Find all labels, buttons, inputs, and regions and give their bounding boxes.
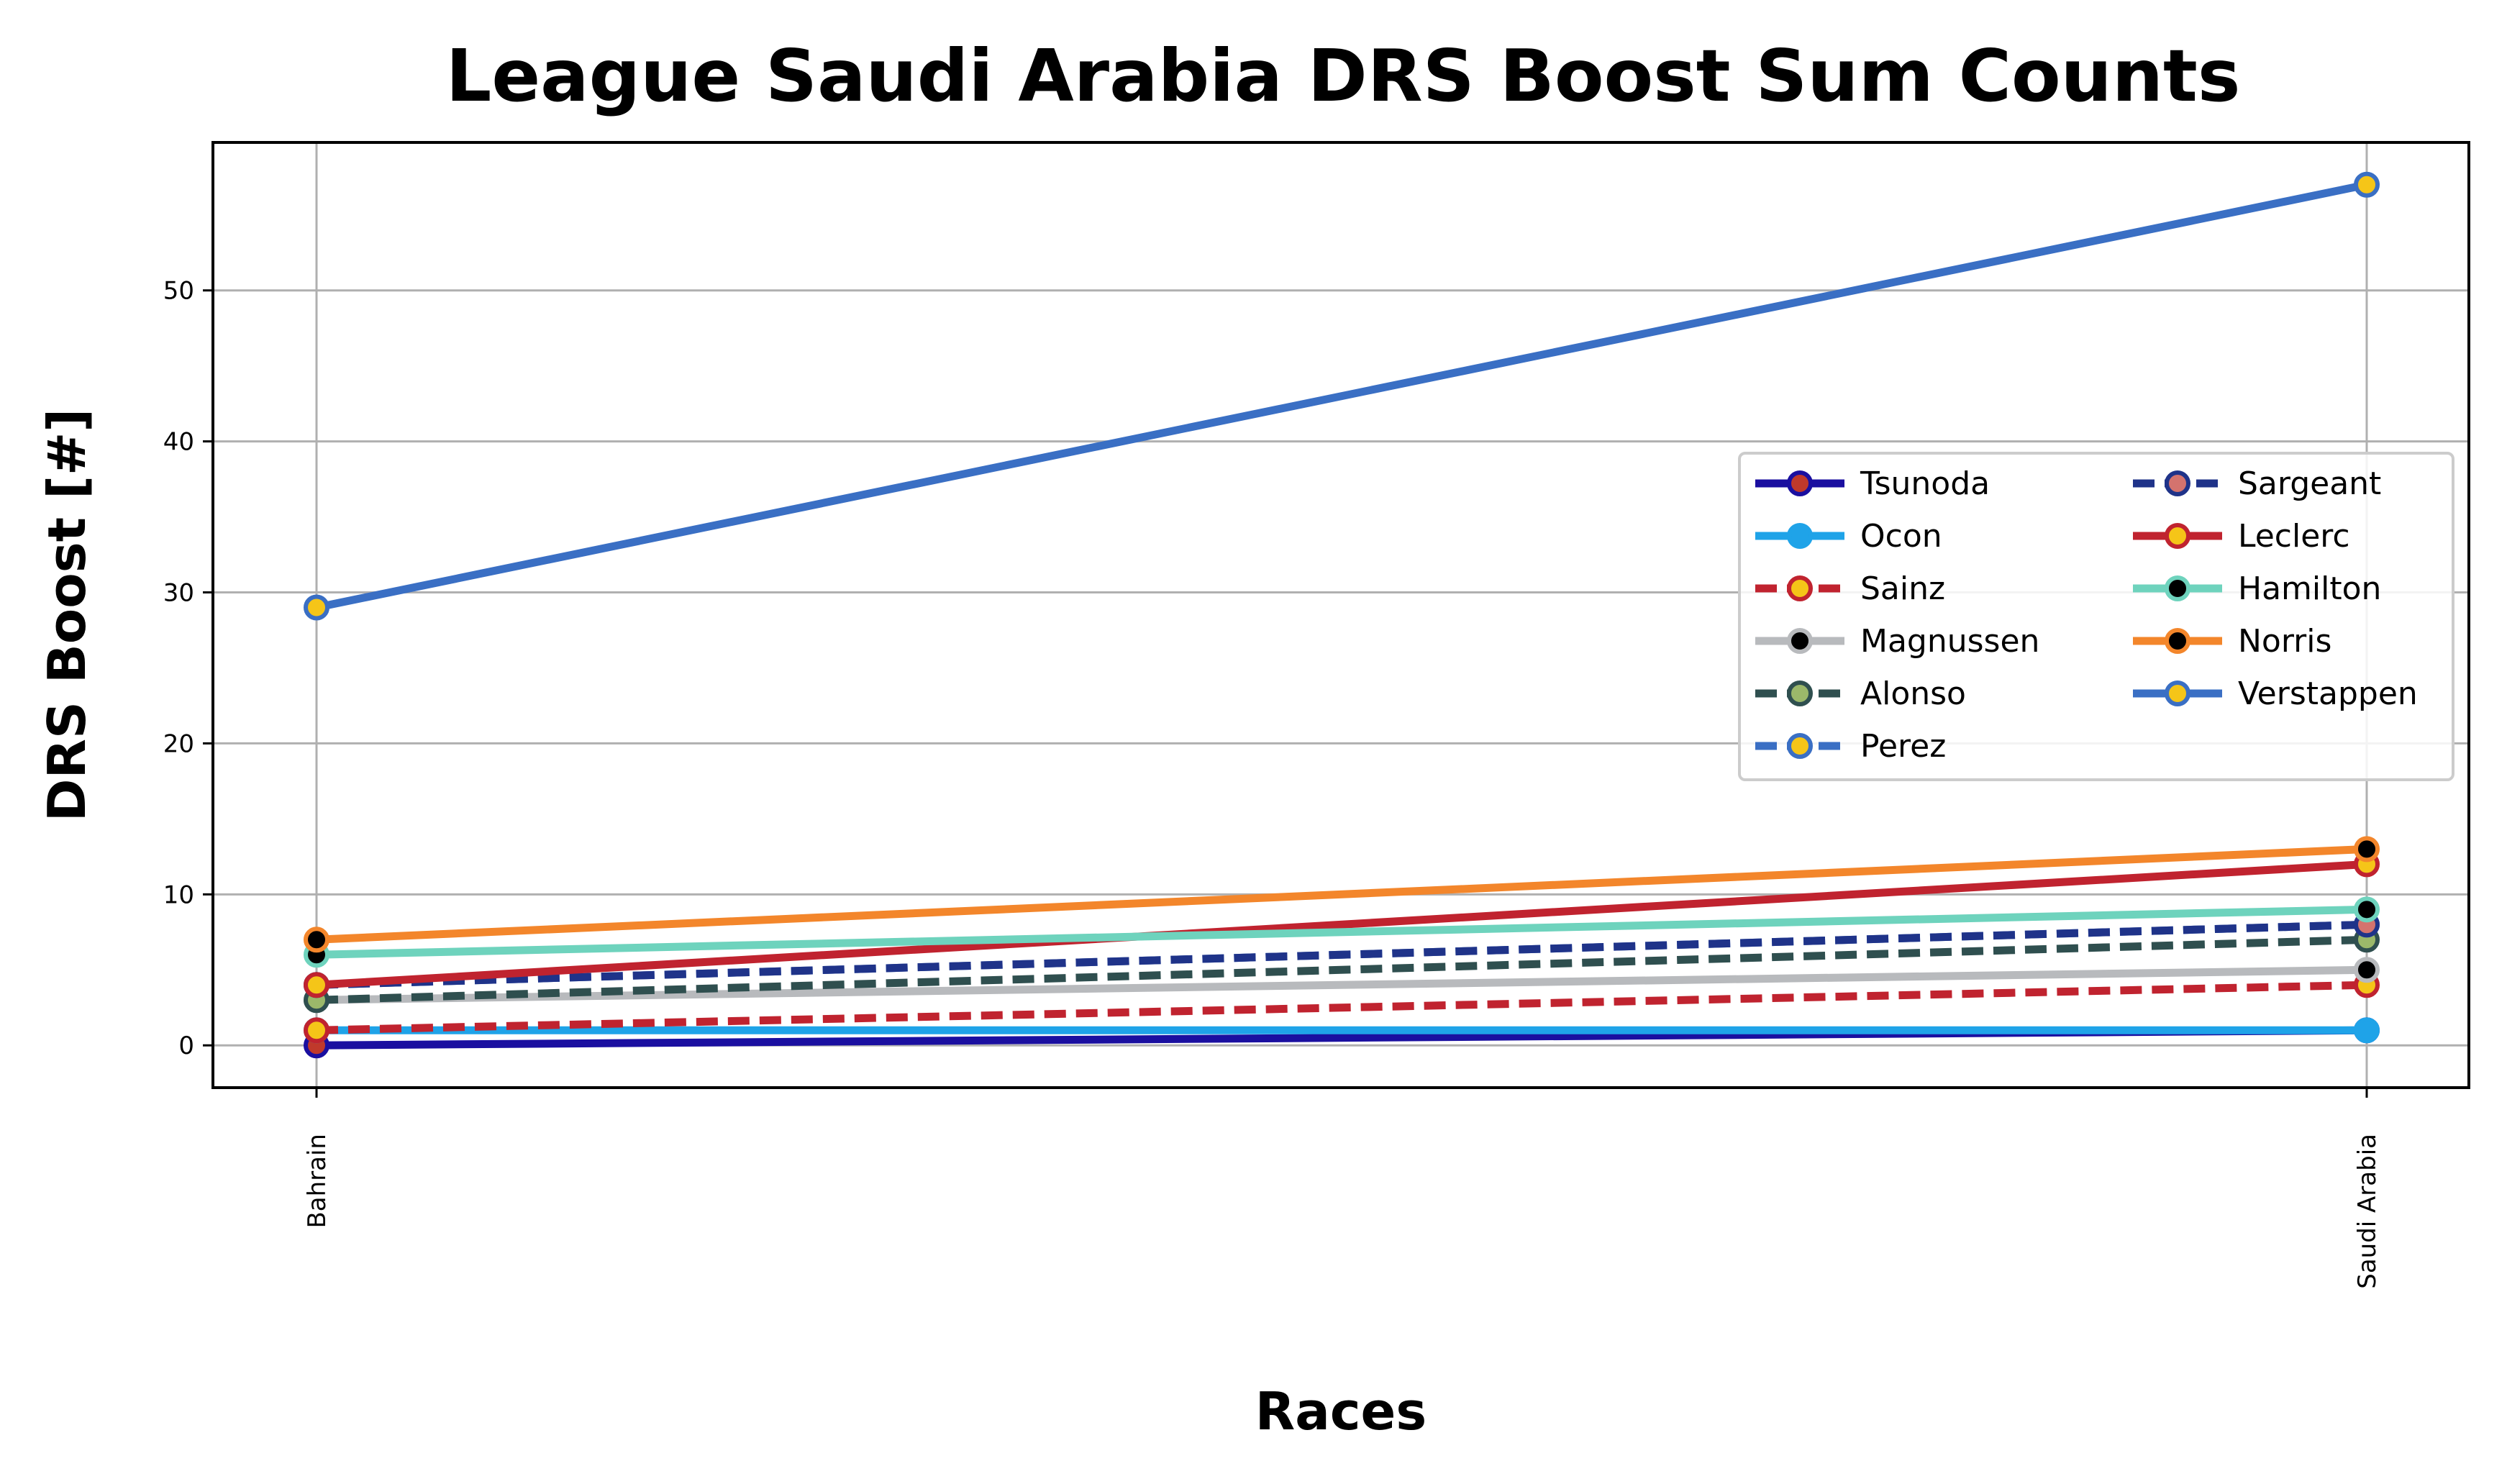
legend: Tsunoda Ocon Sainz Magnussen Alonso Perez Sarg… — [1738, 452, 2454, 781]
legend-item-perez: Perez — [1755, 728, 1946, 765]
series-line-norris — [316, 845, 2367, 944]
legend-label-sargeant: Sargeant — [2238, 465, 2381, 502]
legend-label-magnussen: Magnussen — [1860, 623, 2039, 660]
x-tick-label-bahrain: Bahrain — [303, 1134, 332, 1229]
legend-marker-perez — [1787, 733, 1813, 759]
legend-item-ocon: Ocon — [1755, 518, 1942, 555]
legend-label-norris: Norris — [2238, 623, 2331, 660]
legend-marker-leclerc — [2165, 523, 2190, 549]
series-verstappen — [304, 171, 2380, 621]
chart-title: League Saudi Arabia DRS Boost Sum Counts — [446, 34, 2241, 118]
legend-item-verstappen: Verstappen — [2133, 675, 2418, 712]
series-leclerc — [304, 851, 2380, 998]
legend-label-ocon: Ocon — [1860, 518, 1942, 555]
series-line-alonso — [316, 935, 2367, 1004]
point-leclerc-bahrain — [304, 972, 329, 998]
legend-marker-sargeant — [2165, 470, 2190, 496]
series-line-sainz — [316, 980, 2367, 1034]
legend-item-hamilton: Hamilton — [2133, 570, 2381, 607]
y-tick-label-20: 20 — [163, 729, 194, 758]
legend-marker-alonso — [1787, 680, 1813, 706]
legend-label-leclerc: Leclerc — [2238, 518, 2350, 555]
series-layer — [304, 171, 2380, 1059]
legend-item-magnussen: Magnussen — [1755, 623, 2039, 660]
legend-item-tsunoda: Tsunoda — [1755, 465, 1990, 502]
legend-label-alonso: Alonso — [1860, 675, 1966, 712]
legend-item-sainz: Sainz — [1755, 570, 1945, 607]
legend-label-verstappen: Verstappen — [2238, 675, 2418, 712]
legend-item-sargeant: Sargeant — [2133, 465, 2381, 502]
point-verstappen-bahrain — [304, 594, 329, 621]
legend-label-sainz: Sainz — [1860, 570, 1945, 607]
y-tick-label-0: 0 — [178, 1032, 194, 1060]
legend-marker-hamilton — [2165, 575, 2190, 601]
series-line-leclerc — [316, 860, 2367, 989]
y-tick-label-30: 30 — [163, 579, 194, 608]
y-tick-label-50: 50 — [163, 277, 194, 306]
plot-frame — [211, 141, 2470, 1089]
series-line-verstappen — [315, 181, 2368, 611]
legend-item-leclerc: Leclerc — [2133, 518, 2350, 555]
legend-marker-sainz — [1787, 575, 1813, 601]
point-ocon-saudi-arabia — [2354, 1017, 2380, 1044]
point-hamilton-saudi-arabia — [2354, 896, 2380, 923]
legend-label-hamilton: Hamilton — [2238, 570, 2381, 607]
point-verstappen-saudi-arabia — [2354, 171, 2380, 198]
ticks: 0 10 20 30 40 50 Bahrain Saudi Arabia — [163, 277, 2382, 1289]
legend-marker-verstappen — [2165, 680, 2190, 706]
point-norris-bahrain — [304, 927, 329, 953]
x-axis-label: Races — [1255, 1381, 1427, 1442]
y-axis-label: DRS Boost [#] — [37, 409, 97, 821]
legend-box — [1738, 452, 2454, 781]
legend-item-alonso: Alonso — [1755, 675, 1966, 712]
legend-marker-magnussen — [1787, 628, 1813, 654]
point-sainz-bahrain — [304, 1017, 329, 1044]
legend-marker-norris — [2165, 628, 2190, 654]
legend-item-norris: Norris — [2133, 623, 2331, 660]
y-tick-label-40: 40 — [163, 428, 194, 457]
y-tick-label-10: 10 — [163, 880, 194, 909]
legend-marker-tsunoda — [1787, 470, 1813, 496]
x-tick-label-saudi-arabia: Saudi Arabia — [2353, 1134, 2382, 1289]
point-norris-saudi-arabia — [2354, 836, 2380, 862]
series-line-hamilton — [316, 905, 2367, 959]
series-line-magnussen — [316, 965, 2367, 1004]
legend-label-tsunoda: Tsunoda — [1860, 465, 1990, 502]
series-line-sargeant — [316, 920, 2367, 989]
legend-label-perez: Perez — [1860, 728, 1946, 765]
series-norris — [304, 836, 2380, 953]
point-magnussen-saudi-arabia — [2354, 957, 2380, 983]
legend-marker-ocon — [1787, 523, 1813, 549]
